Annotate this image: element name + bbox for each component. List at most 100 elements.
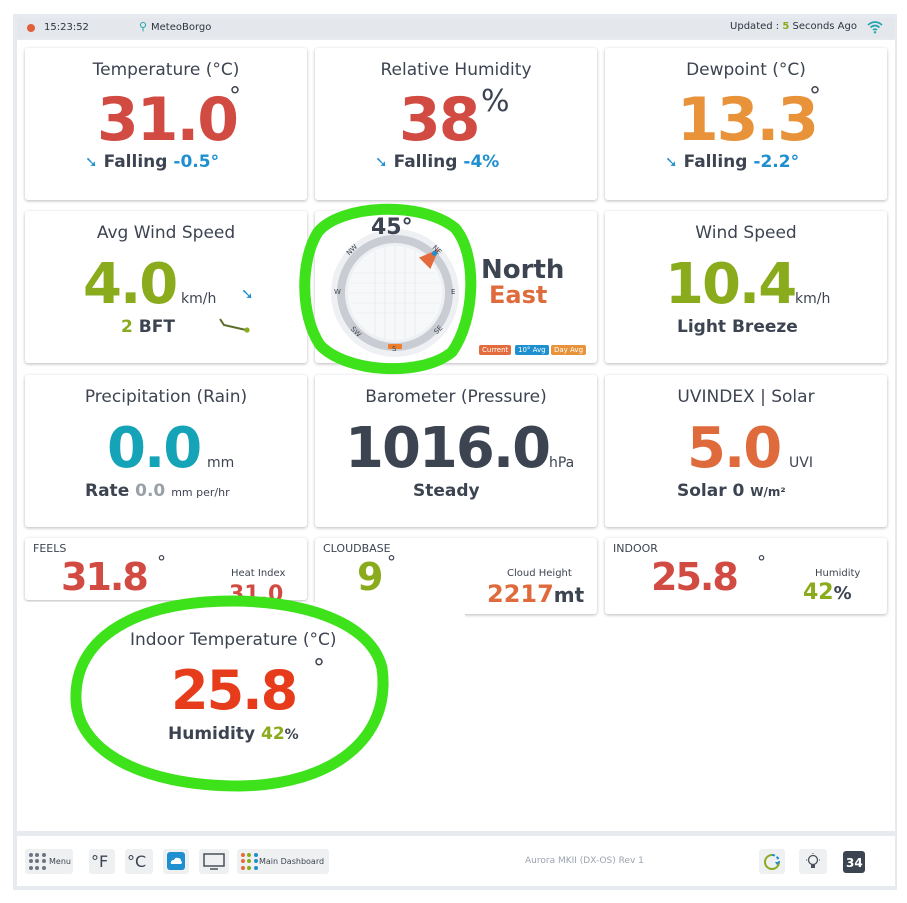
compass-label-s: S: [392, 345, 397, 353]
pressure-trend: Steady: [413, 481, 480, 501]
avg-wind-value: 4.0: [83, 252, 178, 317]
wind-speed-card[interactable]: Wind Speed 10.4 km/h Light Breeze: [605, 211, 887, 363]
wind-compass: [331, 229, 459, 357]
legend-day-avg: Day Avg: [551, 345, 587, 355]
dewpoint-trend: ➘ Falling -2.2°: [665, 152, 800, 172]
card-title: Avg Wind Speed: [96, 223, 236, 243]
main-dashboard-button[interactable]: Main Dashboard: [237, 849, 329, 874]
temperature-trend: ➘ Falling -0.5°: [85, 152, 220, 172]
rain-value: 0.0: [107, 416, 202, 481]
top-status-bar: 15:23:52 ⚲ MeteoBorgo Updated : 5 Second…: [17, 18, 895, 38]
cloud-height-label: Cloud Height: [507, 568, 572, 579]
indoor-temperature-popup[interactable]: Indoor Temperature (°C) 25.8 ° Humidity …: [25, 602, 465, 778]
direction-line2: East: [489, 281, 548, 309]
popup-title: Indoor Temperature (°C): [130, 630, 337, 650]
legend-current: Current: [479, 345, 512, 355]
cloudbase-value: 9: [357, 555, 383, 599]
menu-button[interactable]: Menu: [25, 849, 73, 874]
humidity-value: 38: [399, 85, 480, 155]
direction-line1: North: [481, 255, 565, 285]
uv-unit: UVI: [789, 455, 813, 471]
display-button[interactable]: [199, 849, 229, 874]
version-label: Aurora MKII (DX-OS) Rev 1: [525, 856, 644, 866]
wind-speed-unit: km/h: [795, 291, 831, 307]
wifi-icon: [867, 21, 883, 34]
windsock-icon: [219, 318, 250, 333]
compass-label-w: W: [334, 288, 341, 296]
card-title: UVINDEX | Solar: [677, 387, 815, 407]
beaufort: 2 BFT: [121, 317, 175, 337]
pressure-unit: hPa: [549, 455, 575, 471]
dashboard-grid-icon: [241, 853, 258, 870]
degree-symbol: °: [157, 552, 166, 573]
clock: 15:23:52: [44, 22, 89, 33]
monitor-icon: [203, 853, 225, 870]
trend-down-icon: ➘: [241, 285, 254, 303]
degree-symbol: °: [757, 552, 766, 573]
popup-humidity: Humidity 42%: [168, 724, 299, 744]
light-theme-button[interactable]: [799, 849, 827, 874]
card-title: Barometer (Pressure): [365, 387, 547, 407]
feels-card[interactable]: FEELS 31.8 ° Heat Index 31.0: [25, 538, 307, 607]
wind-speed-value: 10.4: [665, 252, 797, 317]
rain-card[interactable]: Precipitation (Rain) 0.0 mm Rate 0.0 mm …: [25, 375, 307, 527]
weather34-badge[interactable]: 34: [839, 849, 869, 874]
trend-down-icon: ➘: [665, 153, 678, 171]
popup-temperature-value: 25.8: [171, 659, 298, 722]
indoor-humidity: 42%: [803, 580, 852, 605]
dewpoint-card[interactable]: Dewpoint (°C) 13.3 ° ➘ Falling -2.2°: [605, 48, 887, 200]
degree-symbol: °: [229, 82, 241, 110]
indoor-value: 25.8: [651, 555, 739, 599]
weather34-logo-icon: 34: [843, 851, 865, 873]
temperature-card[interactable]: Temperature (°C) 31.0 ° ➘ Falling -0.5°: [25, 48, 307, 200]
compass-degrees: 45°: [371, 215, 413, 240]
station-name[interactable]: MeteoBorgo: [151, 22, 212, 33]
humidity-trend: ➘ Falling -4%: [375, 152, 500, 172]
dewpoint-value: 13.3: [677, 85, 819, 155]
wind-description: Light Breeze: [677, 317, 798, 337]
card-title: Dewpoint (°C): [686, 60, 806, 80]
celsius-button[interactable]: °C: [125, 849, 153, 874]
feels-value: 31.8: [61, 555, 149, 599]
refresh-button[interactable]: [759, 849, 785, 874]
uv-value: 5.0: [687, 416, 782, 481]
wind-direction-card[interactable]: 45° NW NE E SE S SW W North East Current…: [315, 211, 597, 363]
uv-solar-card[interactable]: UVINDEX | Solar 5.0 UVI Solar 0 W/m²: [605, 375, 887, 527]
solar-reading: Solar 0 W/m²: [677, 481, 786, 501]
humidity-card[interactable]: Relative Humidity 38 % ➘ Falling -4%: [315, 48, 597, 200]
menu-grid-icon: [29, 853, 46, 870]
degree-symbol: °: [387, 552, 396, 573]
fahrenheit-button[interactable]: °F: [89, 849, 115, 874]
indoor-label: INDOOR: [613, 542, 658, 555]
rain-rate: Rate 0.0 mm per/hr: [85, 481, 230, 501]
temperature-value: 31.0: [97, 85, 239, 155]
card-title: Precipitation (Rain): [84, 387, 248, 407]
compass-label-e: E: [451, 288, 456, 296]
status-dot-icon: [27, 24, 35, 32]
feels-label: FEELS: [33, 542, 67, 555]
degree-symbol: °: [809, 82, 821, 110]
legend-10min-avg: 10° Avg: [515, 345, 549, 355]
avg-wind-card[interactable]: Avg Wind Speed 4.0 km/h ➘ 2 BFT: [25, 211, 307, 363]
card-title: Relative Humidity: [380, 60, 532, 80]
avg-wind-unit: km/h: [181, 291, 217, 307]
card-title: Temperature (°C): [92, 60, 240, 80]
card-title: Wind Speed: [695, 223, 797, 243]
indoor-humidity-label: Humidity: [815, 568, 861, 579]
barometer-card[interactable]: Barometer (Pressure) 1016.0 hPa Steady: [315, 375, 597, 527]
update-status: Updated : 5 Seconds Ago: [730, 21, 857, 32]
degree-symbol: °: [313, 654, 325, 682]
cloud-icon: [167, 852, 185, 870]
dashboard: Temperature (°C) 31.0 ° ➘ Falling -0.5° Re…: [17, 40, 895, 831]
refresh-icon: [764, 854, 780, 870]
humidity-unit: %: [481, 84, 510, 119]
bottom-toolbar: Menu °F °C Main Dashboard Aurora MKII (D…: [17, 836, 895, 886]
cloudbase-label: CLOUDBASE: [323, 542, 391, 555]
trend-down-icon: ➘: [375, 153, 388, 171]
location-pin-icon: ⚲: [139, 20, 148, 33]
indoor-card[interactable]: INDOOR 25.8 ° Humidity 42%: [605, 538, 887, 614]
pressure-value: 1016.0: [345, 416, 551, 481]
heat-index-label: Heat Index: [231, 568, 286, 579]
cloud-height: 2217mt: [487, 580, 585, 608]
weather-cloud-button[interactable]: [163, 849, 189, 874]
